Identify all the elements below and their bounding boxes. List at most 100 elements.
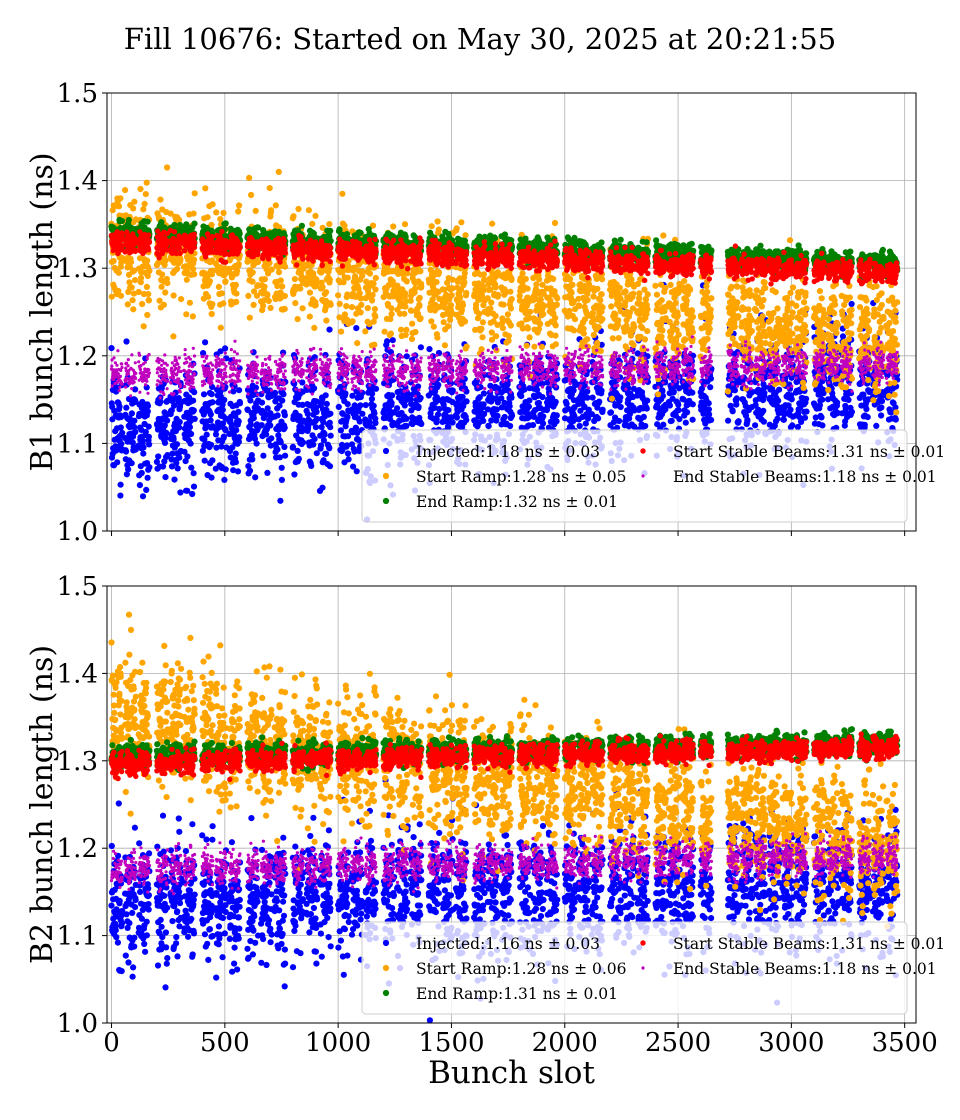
data-point [825,315,832,323]
data-point [191,271,198,278]
data-point [445,407,452,414]
data-point [161,439,169,446]
data-point [326,419,333,426]
data-point [660,340,667,347]
data-point [206,278,213,285]
data-point [609,335,616,342]
data-point [761,389,768,396]
data-point [682,419,689,426]
data-point [641,336,649,343]
data-point [704,288,711,295]
data-point [357,402,364,409]
data-point [292,300,299,307]
data-point [733,401,740,408]
data-point [527,308,534,315]
data-point [353,325,360,332]
data-point [297,285,304,292]
data-point [462,232,469,239]
data-point [253,440,260,447]
data-point [863,297,870,304]
data-point [499,325,506,332]
data-point [170,436,177,443]
data-point [173,459,180,467]
data-point [218,290,225,297]
data-point [230,388,237,395]
data-point [230,467,237,474]
data-point [344,414,351,421]
data-point [140,206,147,213]
data-point [571,316,579,323]
data-point [357,309,364,316]
data-point [507,322,514,329]
data-point [759,313,766,320]
data-point [670,388,677,395]
data-point [434,334,441,341]
data-point [184,453,191,460]
data-point [802,337,810,344]
data-point [282,452,289,459]
data-point [159,463,167,470]
data-point [599,316,606,323]
data-point [428,318,435,325]
data-point [168,456,175,463]
data-point [788,396,795,403]
data-point [435,411,442,418]
data-point [734,299,741,306]
data-point [222,427,229,434]
data-point [221,476,228,483]
data-point [233,427,240,434]
data-point [201,436,208,443]
data-point [551,219,559,227]
data-point [145,291,152,298]
data-point [320,457,327,464]
data-point [169,450,176,457]
data-point [252,207,259,214]
data-point [326,276,333,283]
data-point [272,202,279,209]
data-point [846,294,853,301]
data-point [314,415,321,423]
data-point [220,433,227,440]
data-point [492,284,499,291]
data-point [590,331,597,339]
data-point [416,302,423,309]
data-point [599,276,606,283]
data-point [232,450,239,457]
data-point [449,419,456,426]
data-point [213,444,220,451]
data-point [327,410,334,417]
data-point [205,293,212,300]
data-point [299,439,307,446]
data-point [281,424,288,431]
data-point [816,288,824,295]
data-point [660,232,667,239]
data-point [403,415,410,422]
data-point [190,483,198,490]
data-point [249,278,256,285]
data-point [590,293,597,300]
data-point [387,330,394,337]
data-point [525,403,533,410]
data-point [305,423,312,430]
data-point [145,423,152,430]
data-point [279,397,286,404]
data-point [203,431,210,438]
data-point [832,301,839,308]
data-point [215,283,222,290]
data-point [186,424,193,431]
data-point [435,269,443,276]
data-point [318,424,325,431]
data-point [674,312,681,319]
data-point [160,301,167,308]
data-point [140,444,147,451]
data-point [866,326,873,333]
data-point [508,412,516,419]
data-point [775,397,782,404]
data-point [143,486,150,493]
data-point [164,280,171,287]
data-point [870,397,877,404]
data-point [735,418,742,425]
data-point [381,328,388,335]
data-point [390,223,397,230]
